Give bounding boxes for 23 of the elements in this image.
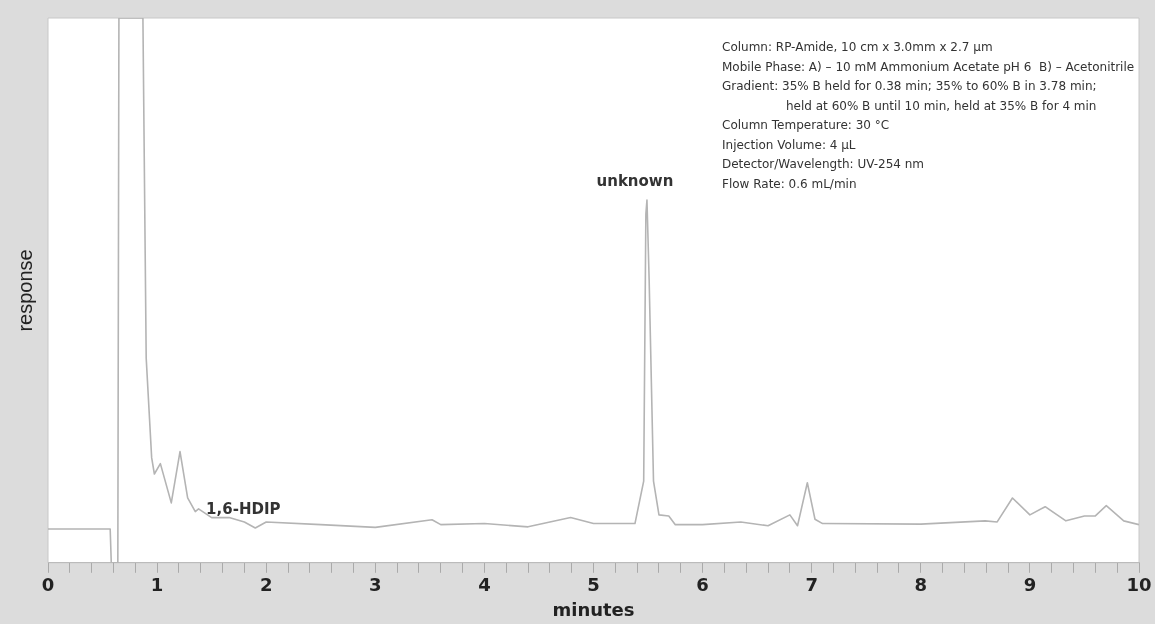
x-axis-title: minutes <box>552 598 635 620</box>
x-tick-label: 6 <box>696 574 709 596</box>
annotation: Flow Rate: 0.6 mL/min <box>722 176 857 191</box>
x-tick-label: 10 <box>1126 574 1152 596</box>
annotation: Mobile Phase: A) – 10 mM Ammonium Acetate pH 6 B) – Acetonitrile <box>722 59 1135 74</box>
annotation: Injection Volume: 4 µL <box>722 137 856 152</box>
annotation: unknown <box>596 172 674 191</box>
annotation: Column Temperature: 30 °C <box>722 118 890 133</box>
annotation: Gradient: 35% B held for 0.38 min; 35% to 60% B in 3.78 min; <box>722 79 1097 94</box>
annotation: Column: RP-Amide, 10 cm x 3.0mm x 2.7 µm <box>722 40 993 55</box>
annotation: held at 60% B until 10 min, held at 35% B for 4 min <box>786 98 1097 113</box>
x-tick-label: 8 <box>914 574 928 596</box>
x-tick-label: 0 <box>41 574 55 596</box>
x-tick-label: 9 <box>1023 574 1037 596</box>
x-tick-label: 5 <box>587 574 600 596</box>
x-tick-label: 4 <box>478 574 491 596</box>
x-tick-label: 7 <box>805 574 818 596</box>
y-axis-title: response <box>13 249 36 332</box>
annotation: Detector/Wavelength: UV-254 nm <box>722 157 925 172</box>
x-tick-label: 3 <box>369 574 382 596</box>
x-tick-label: 2 <box>259 574 273 596</box>
annotation: 1,6-HDIP <box>206 500 281 519</box>
x-tick-label: 1 <box>150 574 164 596</box>
